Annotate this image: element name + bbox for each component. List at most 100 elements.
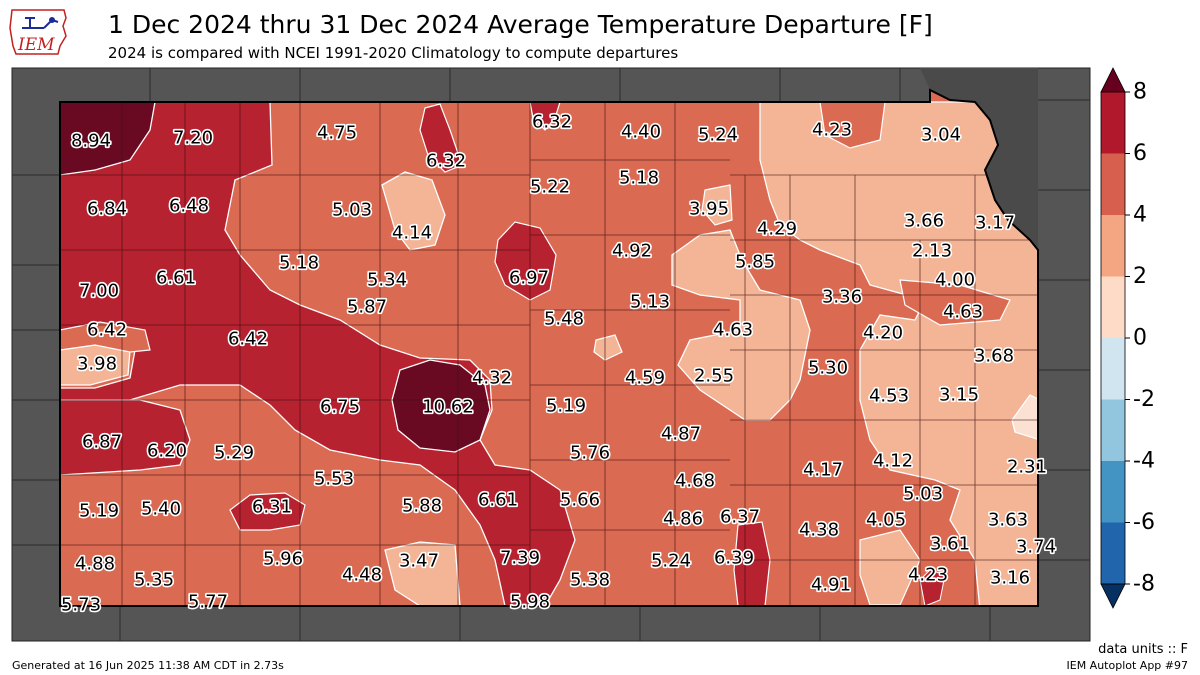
iem-logo: IEM — [9, 9, 67, 55]
station-value: 3.63 — [988, 510, 1028, 531]
station-value: 3.66 — [904, 211, 944, 232]
station-value: 4.32 — [472, 368, 512, 389]
station-value: 5.87 — [347, 297, 387, 318]
band-8-plus-central — [391, 359, 491, 453]
station-value: 5.19 — [546, 396, 586, 417]
band-4-6-east-pocket — [899, 279, 1011, 326]
station-value: 7.00 — [79, 281, 119, 302]
station-value: 5.98 — [510, 592, 550, 613]
station-value: 4.48 — [342, 565, 382, 586]
band-6-8-north — [419, 103, 463, 173]
station-value: 4.63 — [713, 320, 753, 341]
station-value: 6.37 — [720, 507, 760, 528]
band-6-8-southcentral — [733, 521, 771, 606]
station-value: 4.17 — [803, 460, 843, 481]
station-value: 4.23 — [908, 565, 948, 586]
station-value: 3.04 — [921, 125, 961, 146]
station-value: 6.75 — [320, 397, 360, 418]
station-value: 3.17 — [975, 213, 1015, 234]
station-value: 6.31 — [252, 497, 292, 518]
band-2-4-north — [381, 171, 446, 251]
station-value: 5.34 — [367, 270, 407, 291]
station-value: 5.13 — [630, 292, 670, 313]
band-2-4-north-central — [701, 184, 733, 226]
station-value: 4.92 — [612, 241, 652, 262]
colorbar-segment — [1101, 215, 1125, 277]
station-value: 6.32 — [532, 112, 572, 133]
station-value: 3.74 — [1016, 537, 1056, 558]
station-value: 4.53 — [869, 386, 909, 407]
station-value: 10.62 — [422, 397, 474, 418]
state-outline — [59, 88, 1039, 607]
band-2-4-small — [593, 334, 623, 361]
colorbar-extend-top — [1100, 67, 1126, 93]
county-boundaries — [60, 102, 1038, 606]
colorbar-tick-label: 2 — [1133, 264, 1147, 289]
station-value: 2.55 — [694, 366, 734, 387]
weather-station-icon — [22, 17, 59, 29]
colorbar-segment — [1101, 92, 1125, 154]
station-value: 4.12 — [873, 451, 913, 472]
band-0-2-east — [1011, 394, 1038, 441]
station-value: 4.59 — [625, 368, 665, 389]
station-value: 2.13 — [912, 241, 952, 262]
colorbar-segment — [1101, 461, 1125, 523]
contour-fills — [60, 90, 1038, 606]
station-value-labels: 8.94 7.20 4.75 6.32 4.40 5.24 4.23 3.04 6.32 5.22… — [59, 110, 1057, 617]
station-value: 5.48 — [544, 309, 584, 330]
band-6-8-west — [60, 101, 576, 606]
page-subtitle: 2024 is compared with NCEI 1991-2020 Cli… — [108, 44, 679, 62]
autoplot-app-label: IEM Autoplot App #97 — [1066, 659, 1189, 672]
station-value: 6.48 — [169, 196, 209, 217]
colorbar-tick-label: 6 — [1133, 141, 1147, 166]
station-value: 6.42 — [87, 320, 127, 341]
station-value: 6.84 — [87, 199, 127, 220]
colorbar-tick-label: -8 — [1133, 572, 1155, 597]
station-value: 4.20 — [863, 323, 903, 344]
station-value: 3.15 — [939, 385, 979, 406]
station-value: 4.86 — [663, 509, 703, 530]
station-value: 5.53 — [314, 469, 354, 490]
station-value: 4.05 — [866, 510, 906, 531]
station-value: 5.29 — [214, 443, 254, 464]
generated-timestamp: Generated at 16 Jun 2025 11:38 AM CDT in… — [12, 659, 284, 672]
station-value: 3.47 — [399, 551, 439, 572]
colorbar-segment — [1101, 153, 1125, 215]
station-value: 5.38 — [570, 570, 610, 591]
band-4-6-west-pocket — [60, 321, 151, 353]
station-value: 4.14 — [392, 223, 432, 244]
colorbar-tick-label: -2 — [1133, 387, 1155, 412]
station-value: 4.23 — [812, 120, 852, 141]
band-2-4-south — [384, 541, 461, 606]
station-value: 4.75 — [317, 123, 357, 144]
station-value: 3.61 — [930, 534, 970, 555]
data-units-label: data units :: F — [1098, 642, 1188, 657]
station-value: 4.29 — [757, 219, 797, 240]
station-value: 5.76 — [570, 443, 610, 464]
colorbar-segment — [1101, 276, 1125, 338]
station-value: 5.88 — [402, 496, 442, 517]
station-value: 5.77 — [188, 592, 228, 613]
station-value: 6.39 — [714, 548, 754, 569]
logo-text: IEM — [17, 35, 55, 55]
station-value: 3.98 — [77, 354, 117, 375]
station-value: 3.68 — [974, 346, 1014, 367]
neighbor-boundaries — [12, 68, 1090, 641]
station-value: 4.88 — [75, 554, 115, 575]
station-value: 5.30 — [808, 358, 848, 379]
station-value: 6.42 — [228, 329, 268, 350]
colorbar-tick-label: 8 — [1133, 80, 1147, 105]
station-value: 6.61 — [478, 490, 518, 511]
station-value: 3.95 — [689, 199, 729, 220]
station-value: 6.32 — [426, 151, 466, 172]
station-value: 4.68 — [675, 471, 715, 492]
station-value: 5.66 — [560, 490, 600, 511]
colorbar-legend: 8 6 4 2 0 -2 -4 -6 -8 — [1100, 67, 1155, 609]
band-6-8-southwest — [60, 399, 191, 476]
station-value: 6.20 — [147, 441, 187, 462]
northeast-neighbor-area — [920, 68, 1038, 250]
station-value: 5.73 — [61, 595, 101, 616]
band-6-8-small-sw — [229, 492, 306, 531]
station-value: 6.97 — [509, 268, 549, 289]
